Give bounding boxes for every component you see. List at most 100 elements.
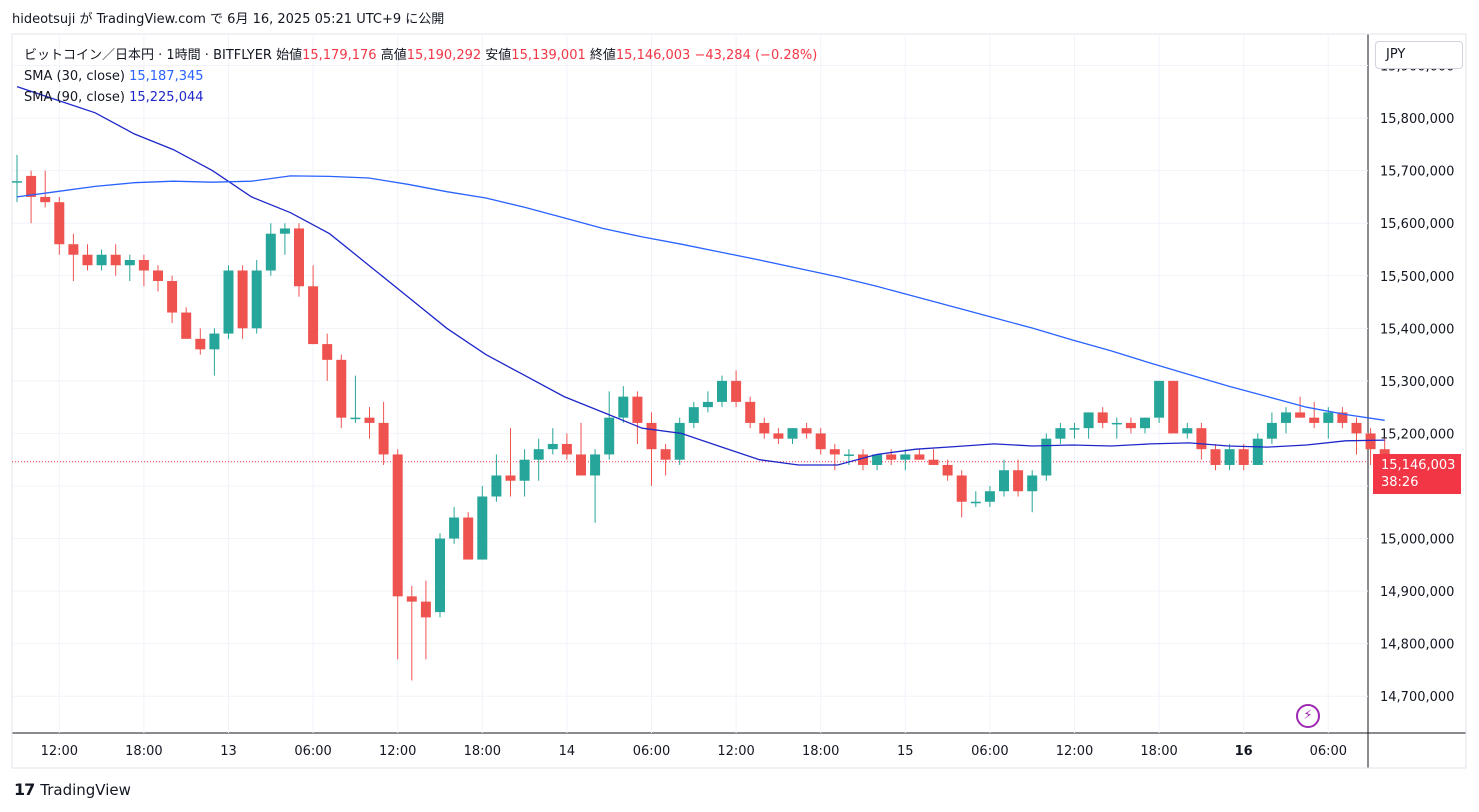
- candle-down: [26, 175, 37, 197]
- brand-name: TradingView: [40, 780, 131, 799]
- open-value: 15,179,176: [302, 48, 377, 63]
- lightning-icon[interactable]: ⚡: [1296, 704, 1320, 728]
- candle-down: [759, 422, 770, 434]
- y-tick-label: 14,800,000: [1380, 638, 1454, 653]
- sma30-value: 15,187,345: [129, 69, 204, 84]
- tradingview-logo-icon: 17: [14, 780, 35, 799]
- candle-up: [1252, 438, 1263, 465]
- sma90-row[interactable]: SMA (90, close) 15,225,044: [24, 87, 817, 108]
- candle-up: [1041, 438, 1052, 476]
- candle-down: [660, 449, 671, 460]
- x-tick-label: 13: [220, 744, 237, 759]
- candle-down: [1168, 380, 1179, 434]
- x-tick-label: 06:00: [971, 744, 1008, 759]
- x-tick-label: 16: [1235, 744, 1253, 759]
- candle-up: [717, 380, 727, 402]
- candle-down: [294, 228, 304, 287]
- candle-down: [505, 475, 516, 481]
- candle-down: [167, 281, 178, 313]
- candle-down: [956, 475, 967, 502]
- candle-down: [646, 422, 657, 450]
- y-tick-label: 15,500,000: [1380, 270, 1454, 285]
- candle-down: [1013, 470, 1024, 492]
- candle-up: [547, 443, 558, 450]
- symbol-label[interactable]: ビットコイン／日本円 · 1時間 · BITFLYER: [24, 48, 272, 63]
- candle-up: [1323, 412, 1334, 423]
- high-value: 15,190,292: [406, 48, 482, 63]
- last-price-tag: 15,146,003 38:26: [1373, 454, 1461, 494]
- candle-up: [1027, 475, 1038, 492]
- candle-up: [12, 181, 22, 183]
- candle-down: [378, 422, 389, 455]
- low-label: 安値: [485, 48, 512, 63]
- candle-up: [533, 449, 544, 460]
- y-tick-label: 15,300,000: [1380, 375, 1454, 390]
- candle-down: [40, 196, 51, 203]
- candle-up: [265, 233, 276, 271]
- candle-up: [491, 475, 502, 497]
- x-tick-label: 18:00: [802, 744, 839, 759]
- candle-up: [843, 454, 854, 456]
- candle-down: [1295, 412, 1306, 418]
- candle-down: [1125, 422, 1136, 429]
- x-tick-label: 06:00: [1310, 744, 1347, 759]
- change-value: −43,284 (−0.28%): [694, 48, 818, 63]
- candle-down: [336, 359, 347, 418]
- candle-down: [1337, 412, 1348, 423]
- candle-down: [406, 596, 417, 602]
- x-tick-label: 15: [897, 744, 914, 759]
- candle-up: [900, 454, 911, 460]
- candle-down: [886, 454, 897, 460]
- candle-down: [420, 601, 431, 618]
- candle-down: [392, 454, 403, 597]
- y-tick-label: 15,200,000: [1380, 427, 1454, 442]
- candle-up: [1069, 428, 1080, 430]
- candle-down: [928, 459, 939, 465]
- x-tick-label: 12:00: [41, 744, 78, 759]
- candle-up: [999, 470, 1009, 492]
- sma30-row[interactable]: SMA (30, close) 15,187,345: [24, 66, 817, 87]
- candle-up: [984, 491, 995, 502]
- candle-up: [1140, 417, 1150, 429]
- low-value: 15,139,001: [511, 48, 586, 63]
- candle-up: [449, 517, 460, 539]
- y-tick-label: 15,000,000: [1380, 533, 1454, 548]
- candle-down: [138, 259, 149, 271]
- x-tick-label: 18:00: [1140, 744, 1177, 759]
- candle-up: [96, 254, 107, 266]
- candle-down: [576, 454, 586, 476]
- sma90-line: [16, 85, 1385, 466]
- y-tick-label: 14,900,000: [1380, 585, 1454, 600]
- candle-up: [604, 417, 615, 455]
- open-label: 始値: [276, 48, 303, 63]
- candle-up: [590, 454, 601, 476]
- footer-brand[interactable]: 17 TradingView: [14, 780, 131, 799]
- y-tick-label: 15,600,000: [1380, 217, 1454, 232]
- candle-down: [153, 270, 163, 282]
- candle-down: [308, 286, 319, 345]
- candle-up: [279, 228, 290, 234]
- chart-legend: ビットコイン／日本円 · 1時間 · BITFLYER 始値15,179,176…: [24, 45, 817, 108]
- y-tick-label: 14,700,000: [1380, 690, 1454, 705]
- x-tick-label: 18:00: [464, 744, 501, 759]
- x-tick-label: 12:00: [379, 744, 416, 759]
- currency-button[interactable]: JPY: [1375, 41, 1463, 69]
- candle-down: [364, 417, 375, 423]
- candle-down: [858, 454, 868, 465]
- candle-down: [1238, 449, 1249, 465]
- candle-up: [674, 422, 685, 460]
- candle-up: [872, 454, 883, 465]
- high-label: 高値: [380, 48, 407, 63]
- candle-up: [350, 417, 361, 420]
- candle-down: [745, 401, 756, 423]
- x-tick-label: 06:00: [633, 744, 670, 759]
- candle-up: [1224, 449, 1235, 465]
- candle-up: [124, 259, 135, 266]
- y-tick-label: 15,800,000: [1380, 112, 1454, 127]
- close-value: 15,146,003: [615, 48, 691, 63]
- candle-down: [1210, 449, 1221, 465]
- x-tick-label: 06:00: [294, 744, 331, 759]
- candle-up: [477, 496, 488, 560]
- candle-down: [942, 464, 953, 476]
